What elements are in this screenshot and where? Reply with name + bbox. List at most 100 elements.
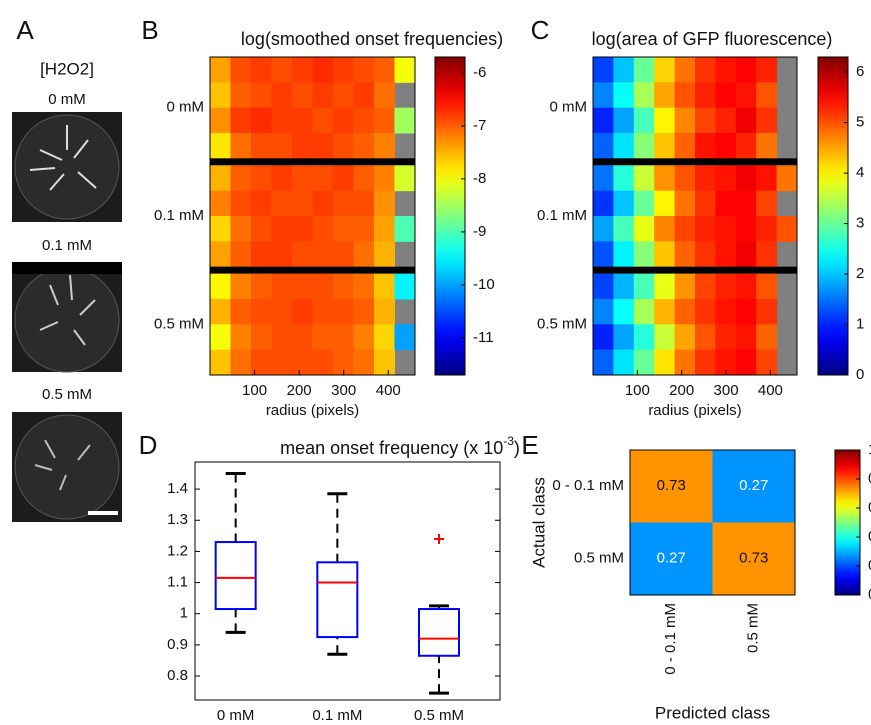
heatmap-cell [210,216,231,242]
colorbar-tick-label: 2 [856,265,864,282]
heatmap-cell [230,216,252,242]
colorbar-tick-label: 3 [856,215,864,232]
heatmap-cell [230,165,252,192]
heatmap-cell [374,349,395,376]
heatmap-cell [230,299,252,325]
heatmap-cell [715,82,737,109]
heatmap-cell [333,107,354,134]
y-category-label: 0 mM [167,99,205,116]
y-tick-label: 0.8 [167,667,188,684]
heatmap-cell [353,57,375,83]
heatmap-cell [333,299,354,325]
heatmap-cell [593,273,614,300]
heatmap-cell [312,133,334,159]
heatmap-cell [353,133,375,159]
heatmap-cell [394,107,416,134]
heatmap-cell [271,299,293,325]
heatmap-cell [674,324,696,351]
heatmap-cell [613,324,635,351]
group-separator [210,266,415,274]
column-label: 0.5 mM [745,603,762,653]
heatmap-cell [674,165,696,192]
heatmap-cell [735,216,757,242]
heatmap-cell [333,324,354,351]
heatmap-cell [230,273,252,300]
heatmap-cell [674,107,696,134]
colorbar-tick-label: 0.4 [868,528,871,545]
heatmap-cell [333,190,354,217]
heatmap-cell [674,133,696,159]
heatmap-cell [633,82,655,109]
cell-value: 0.27 [657,550,686,567]
heatmap-cell [613,190,635,217]
heatmap-cell [756,133,778,159]
heatmap-cell [374,216,395,242]
x-tick-label: 100 [625,382,650,399]
y-tick-label: 1 [180,605,188,622]
heatmap-cell [715,324,737,351]
heatmap-cell [251,299,272,325]
heatmap-cell [695,241,716,268]
plot-frame [194,461,501,701]
heatmap-cell [251,190,272,217]
heatmap-cell [633,349,655,376]
x-tick-label: 0.1 mM [312,707,362,724]
y-tick-label: 1.4 [167,480,188,497]
heatmap-cell [695,165,716,192]
heatmap-cell [593,82,614,109]
heatmap-cell [353,216,375,242]
heatmap-cell [715,190,737,217]
heatmap-cell [312,165,334,192]
heatmap-cell [271,241,293,268]
y-category-label: 0.5 mM [537,315,587,332]
heatmap-cell [715,241,737,268]
heatmap-cell [251,273,272,300]
heatmap-cell [695,299,716,325]
heatmap-cell [333,241,354,268]
heatmap-cell [735,57,757,83]
x-tick-label: 300 [331,382,356,399]
heatmap-cell [251,324,272,351]
heatmap-cell [292,273,313,300]
outlier [434,533,444,544]
heatmap-cell [292,165,313,192]
heatmap-cell [333,216,354,242]
heatmap-cell [695,324,716,351]
heatmap-cell [613,273,635,300]
heatmap-cell [735,82,757,109]
heatmap-cell [333,57,354,83]
heatmap-cell [613,241,635,268]
heatmap-cell [312,82,334,109]
cell-value: 0.27 [739,477,768,494]
image [12,412,122,522]
heatmap-cell [735,241,757,268]
heatmap-cell [210,107,231,134]
heatmap-cell [374,241,395,268]
heatmap-cell [333,82,354,109]
heatmap-cell [695,349,716,376]
image-label: 0.5 mM [42,386,92,403]
heatmap-cell [715,273,737,300]
heatmap-cell [695,133,716,159]
heatmap-cell [210,133,231,159]
colorbar-tick-label: 5 [856,114,864,131]
colorbar-tick-label: -9 [473,223,486,240]
panel-letter: A [16,15,34,45]
heatmap-cell [715,57,737,83]
heatmap-cell [715,107,737,134]
cell-value: 0.73 [739,550,768,567]
heatmap-cell [210,190,231,217]
heatmap-cell [735,349,757,376]
colorbar-tick-label: -6 [473,64,486,81]
x-tick-label: 200 [287,382,312,399]
heatmap-cell [756,324,778,351]
heatmap-cell [613,133,635,159]
colorbar-tick-label: -8 [473,170,486,187]
colorbar-tick-label: 0.6 [868,499,871,516]
y-tick-label: 1.2 [167,542,188,559]
heatmap-cell [715,133,737,159]
heatmap-cell [292,82,313,109]
heatmap-cell [715,349,737,376]
x-axis-label: Predicted class [655,703,770,722]
